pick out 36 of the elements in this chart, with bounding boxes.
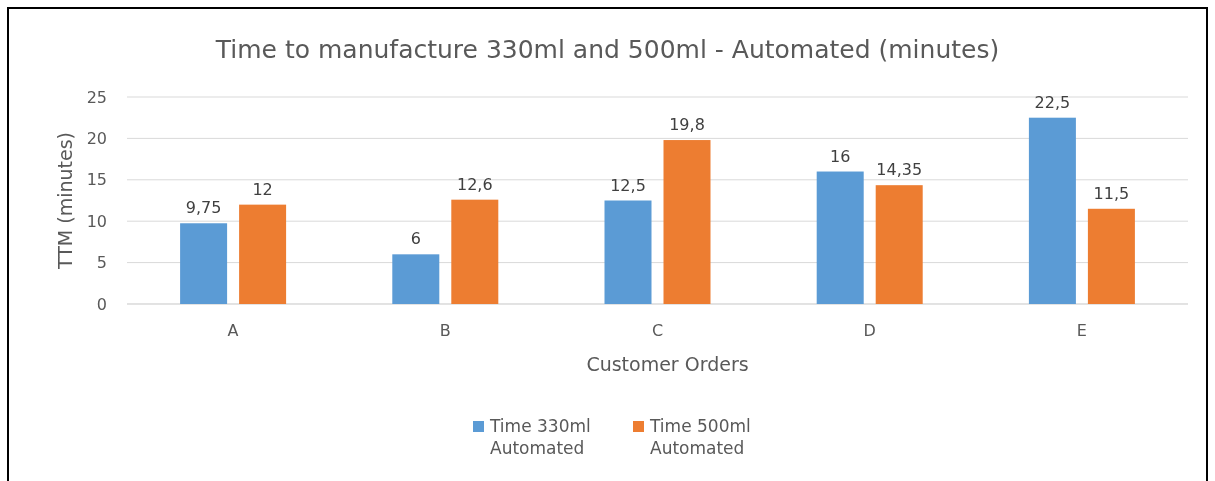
x-tick-label: A (227, 321, 239, 340)
y-tick-label: 5 (96, 253, 107, 273)
data-label: 11,5 (1093, 183, 1130, 203)
x-tick-label: C (651, 321, 664, 340)
data-label: 22,5 (1034, 92, 1071, 112)
y-tick-label: 15 (86, 170, 107, 190)
legend-label: Time 330ml Automated (489, 416, 591, 458)
data-label: 16 (830, 146, 851, 166)
bar (816, 171, 864, 304)
bar (180, 223, 228, 304)
bar (239, 204, 287, 304)
y-tick-label: 0 (96, 294, 107, 314)
x-tick-label: B (439, 321, 451, 340)
bar (604, 200, 652, 304)
data-label: 6 (410, 229, 421, 249)
bar (1087, 208, 1135, 304)
data-label: 12,5 (610, 175, 646, 195)
chart-title: Time to manufacture 330ml and 500ml - Automated (minutes) (214, 35, 1000, 64)
data-label: 19,8 (669, 115, 705, 135)
legend-label: Time 500ml Automated (649, 416, 751, 458)
bar (392, 254, 440, 304)
bar (663, 140, 711, 304)
bar (875, 185, 923, 304)
y-tick-label: 20 (86, 129, 107, 148)
bar (451, 199, 499, 304)
x-tick-label: E (1076, 321, 1087, 340)
y-tick-label: 10 (86, 211, 107, 231)
data-label: 9,75 (185, 198, 222, 218)
bar (1028, 117, 1076, 304)
data-label: 12 (252, 179, 273, 199)
data-label: 14,35 (876, 160, 923, 180)
y-tick-label: 25 (86, 87, 107, 107)
x-axis-title: Customer Orders (586, 353, 749, 375)
x-tick-label: D (863, 321, 876, 340)
y-axis-title: TTM (minutes) (54, 131, 76, 271)
data-label: 12,6 (456, 174, 493, 194)
